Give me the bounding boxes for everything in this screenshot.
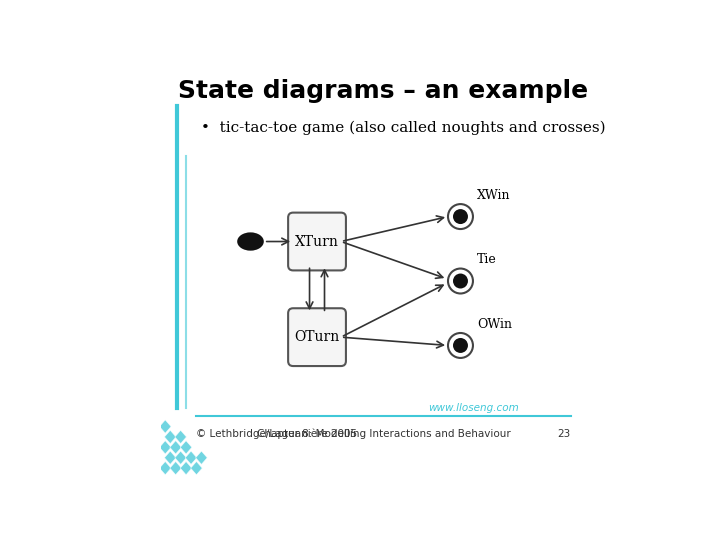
Text: Tie: Tie	[477, 253, 497, 266]
Text: © Lethbridge/Laguanière 2005: © Lethbridge/Laguanière 2005	[197, 429, 358, 439]
Text: XTurn: XTurn	[295, 234, 339, 248]
Text: XWin: XWin	[477, 189, 510, 202]
Polygon shape	[196, 451, 207, 464]
Text: OTurn: OTurn	[294, 330, 340, 344]
Circle shape	[453, 274, 468, 288]
Circle shape	[448, 268, 473, 294]
Circle shape	[448, 204, 473, 229]
Polygon shape	[175, 430, 186, 443]
Polygon shape	[159, 441, 171, 454]
Text: •  tic-tac-toe game (also called noughts and crosses): • tic-tac-toe game (also called noughts …	[201, 121, 606, 136]
Text: www.lloseng.com: www.lloseng.com	[428, 403, 518, 413]
Circle shape	[453, 209, 468, 224]
Polygon shape	[170, 441, 181, 454]
Text: 23: 23	[557, 429, 571, 438]
Polygon shape	[164, 451, 176, 464]
Circle shape	[453, 338, 468, 353]
Polygon shape	[180, 441, 192, 454]
Polygon shape	[191, 462, 202, 475]
Polygon shape	[185, 451, 197, 464]
Polygon shape	[180, 462, 192, 475]
FancyBboxPatch shape	[288, 308, 346, 366]
Polygon shape	[164, 430, 176, 443]
FancyBboxPatch shape	[288, 213, 346, 271]
Polygon shape	[159, 462, 171, 475]
Text: OWin: OWin	[477, 318, 512, 331]
Text: Chapter 8: Modelling Interactions and Behaviour: Chapter 8: Modelling Interactions and Be…	[256, 429, 510, 438]
Circle shape	[448, 333, 473, 358]
Polygon shape	[170, 462, 181, 475]
Ellipse shape	[237, 232, 264, 251]
Polygon shape	[159, 420, 171, 433]
Polygon shape	[175, 451, 186, 464]
Text: State diagrams – an example: State diagrams – an example	[178, 79, 588, 103]
